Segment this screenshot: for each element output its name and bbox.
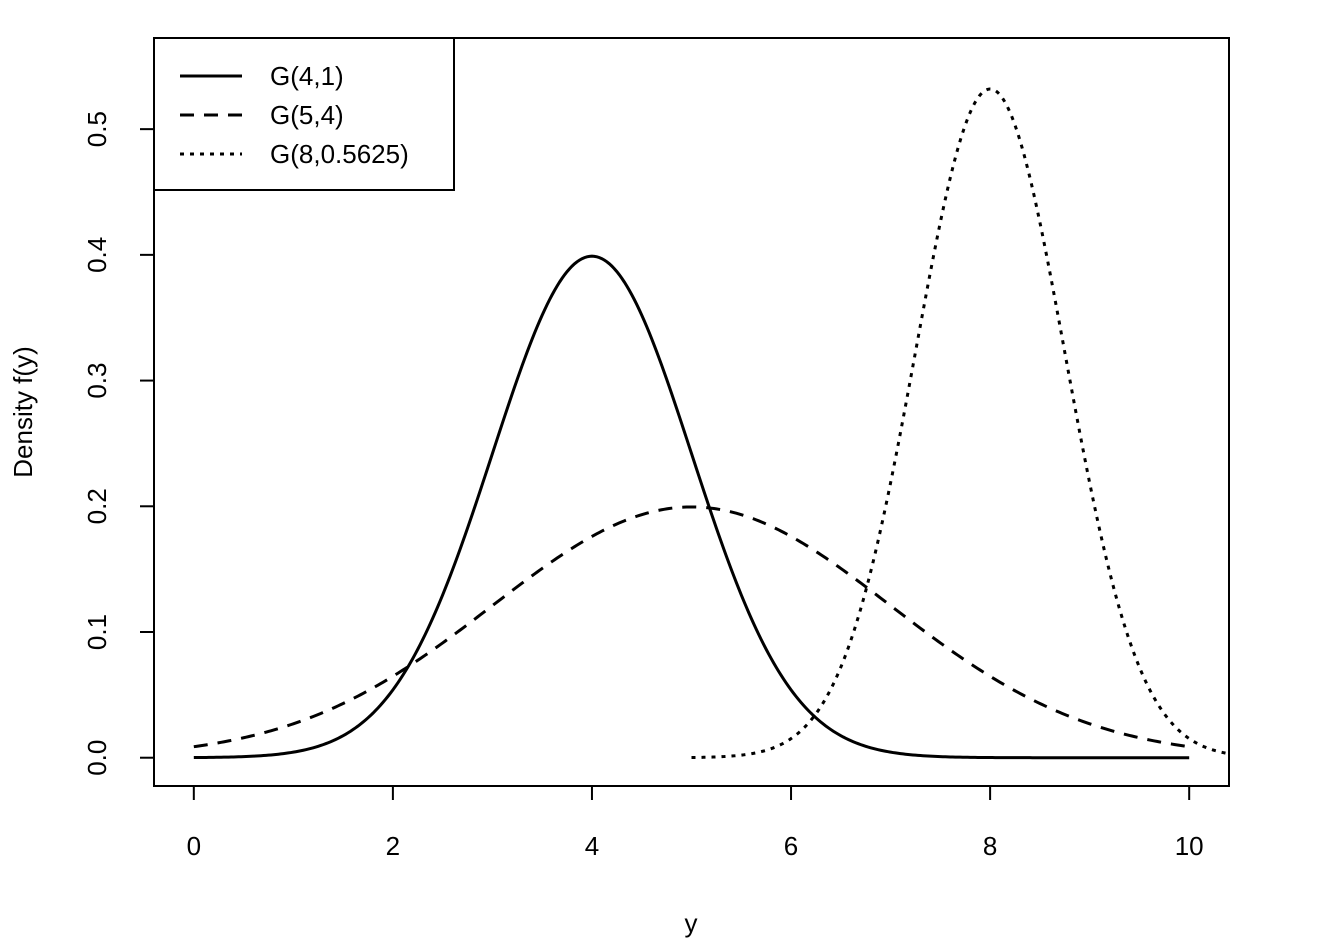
x-tick-label: 8 — [983, 831, 997, 861]
y-tick-label: 0.4 — [82, 237, 112, 273]
legend-item: G(5,4) — [180, 100, 344, 130]
y-tick-label: 0.3 — [82, 362, 112, 398]
x-tick-label: 2 — [386, 831, 400, 861]
x-tick-label: 6 — [784, 831, 798, 861]
legend-label: G(8,0.5625) — [270, 139, 409, 169]
curves — [193, 87, 1230, 760]
legend-box — [153, 37, 455, 191]
legend-item: G(8,0.5625) — [180, 139, 409, 169]
y-ticks: 0.0 0.1 0.2 0.3 0.4 0.5 — [82, 111, 154, 776]
x-axis: 0 2 4 6 8 10 y — [187, 785, 1204, 938]
legend: G(4,1) G(5,4) G(8,0.5625) — [153, 37, 455, 191]
legend-label: G(4,1) — [270, 61, 344, 91]
series-line-dotted — [691, 87, 1230, 759]
x-ticks: 0 2 4 6 8 10 — [187, 786, 1204, 861]
x-tick-label: 4 — [585, 831, 599, 861]
y-tick-label: 0.5 — [82, 111, 112, 147]
series-line-dashed — [193, 505, 1190, 749]
y-tick-label: 0.2 — [82, 488, 112, 524]
series-line-solid — [193, 254, 1190, 760]
y-axis-label: Density f(y) — [8, 346, 38, 477]
y-tick-label: 0.1 — [82, 614, 112, 650]
y-tick-label: 0.0 — [82, 740, 112, 776]
x-tick-label: 0 — [187, 831, 201, 861]
legend-item: G(4,1) — [180, 61, 344, 91]
y-axis: 0.0 0.1 0.2 0.3 0.4 0.5 Density f(y) — [8, 111, 155, 776]
legend-label: G(5,4) — [270, 100, 344, 130]
x-axis-label: y — [685, 908, 698, 938]
x-tick-label: 10 — [1175, 831, 1204, 861]
